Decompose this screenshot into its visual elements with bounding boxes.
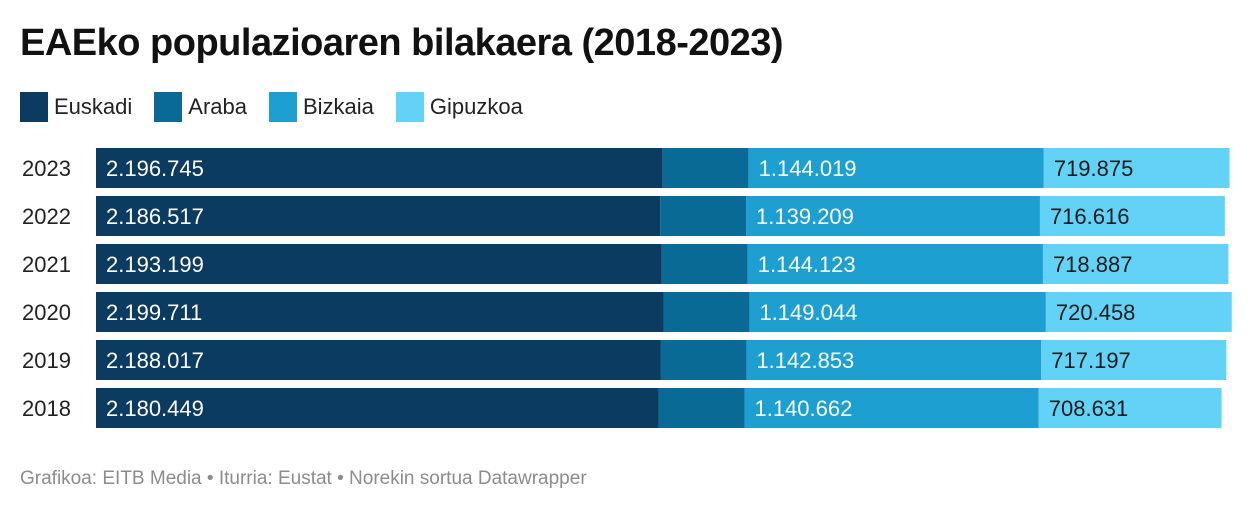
chart-title: EAEko populazioaren bilakaera (2018-2023…: [20, 22, 784, 64]
legend-item-gipuzkoa: Gipuzkoa: [395, 92, 523, 122]
value-label-gipuzkoa-2023: 719.875: [1054, 156, 1134, 181]
bar-gipuzkoa-2023: [1043, 148, 1230, 188]
bar-araba-2022: [660, 196, 747, 236]
category-label-2018: 2018: [22, 396, 71, 421]
category-label-2020: 2020: [22, 300, 71, 325]
stacked-bar-chart: 2023 2.196.745 1.144.019 719.875 2022 2.186.5…: [22, 148, 1232, 428]
legend-label-euskadi: Euskadi: [54, 94, 133, 119]
value-label-gipuzkoa-2019: 717.197: [1051, 348, 1131, 373]
legend-item-araba: Araba: [154, 92, 247, 122]
value-label-euskadi-2020: 2.199.711: [106, 300, 202, 325]
value-label-bizkaia-2021: 1.144.123: [758, 252, 856, 277]
category-label-2021: 2021: [22, 252, 71, 277]
legend-item-euskadi: Euskadi: [20, 92, 132, 122]
category-label-2019: 2019: [22, 348, 71, 373]
legend-swatch-gipuzkoa: [395, 92, 424, 122]
bar-euskadi-2018: [96, 388, 659, 428]
value-label-bizkaia-2019: 1.142.853: [756, 348, 854, 373]
value-label-euskadi-2019: 2.188.017: [106, 348, 204, 373]
legend-item-bizkaia: Bizkaia: [269, 92, 374, 122]
legend-label-bizkaia: Bizkaia: [303, 94, 374, 119]
value-label-gipuzkoa-2020: 720.458: [1056, 300, 1136, 325]
bar-bizkaia-2021: [747, 244, 1043, 284]
value-label-euskadi-2023: 2.196.745: [106, 156, 204, 181]
value-label-gipuzkoa-2022: 716.616: [1050, 204, 1130, 229]
source-footer: Grafikoa: EITB Media • Iturria: Eustat •…: [20, 468, 587, 489]
value-label-euskadi-2018: 2.180.449: [106, 396, 204, 421]
value-label-gipuzkoa-2018: 708.631: [1049, 396, 1129, 421]
category-label-2023: 2023: [22, 156, 71, 181]
bar-bizkaia-2020: [749, 292, 1046, 332]
value-label-bizkaia-2022: 1.139.209: [756, 204, 854, 229]
legend: Euskadi Araba Bizkaia Gipuzkoa: [20, 91, 545, 123]
bar-araba-2019: [660, 340, 747, 380]
value-label-euskadi-2022: 2.186.517: [106, 204, 204, 229]
bar-araba-2023: [662, 148, 749, 188]
value-label-bizkaia-2018: 1.140.662: [754, 396, 852, 421]
bar-euskadi-2023: [96, 148, 663, 188]
legend-swatch-euskadi: [20, 92, 48, 122]
legend-label-gipuzkoa: Gipuzkoa: [429, 94, 523, 119]
bar-bizkaia-2018: [744, 388, 1039, 428]
legend-label-araba: Araba: [188, 94, 247, 119]
bar-euskadi-2022: [96, 196, 661, 236]
bar-bizkaia-2023: [748, 148, 1044, 188]
value-label-bizkaia-2020: 1.149.044: [759, 300, 857, 325]
bar-gipuzkoa-2022: [1039, 196, 1225, 236]
legend-swatch-bizkaia: [269, 92, 297, 122]
bar-araba-2018: [658, 388, 745, 428]
legend-swatch-araba: [154, 92, 183, 122]
bar-araba-2021: [661, 244, 748, 284]
bar-gipuzkoa-2020: [1045, 292, 1232, 332]
bar-gipuzkoa-2018: [1038, 388, 1222, 428]
bar-araba-2020: [663, 292, 750, 332]
value-label-bizkaia-2023: 1.144.019: [759, 156, 857, 181]
bar-bizkaia-2022: [746, 196, 1040, 236]
bar-bizkaia-2019: [746, 340, 1042, 380]
bar-gipuzkoa-2019: [1041, 340, 1227, 380]
category-label-2022: 2022: [22, 204, 71, 229]
value-label-euskadi-2021: 2.193.199: [106, 252, 204, 277]
bar-gipuzkoa-2021: [1042, 244, 1229, 284]
bar-euskadi-2021: [96, 244, 662, 284]
value-label-gipuzkoa-2021: 718.887: [1053, 252, 1133, 277]
bar-euskadi-2019: [96, 340, 661, 380]
bar-euskadi-2020: [96, 292, 664, 332]
